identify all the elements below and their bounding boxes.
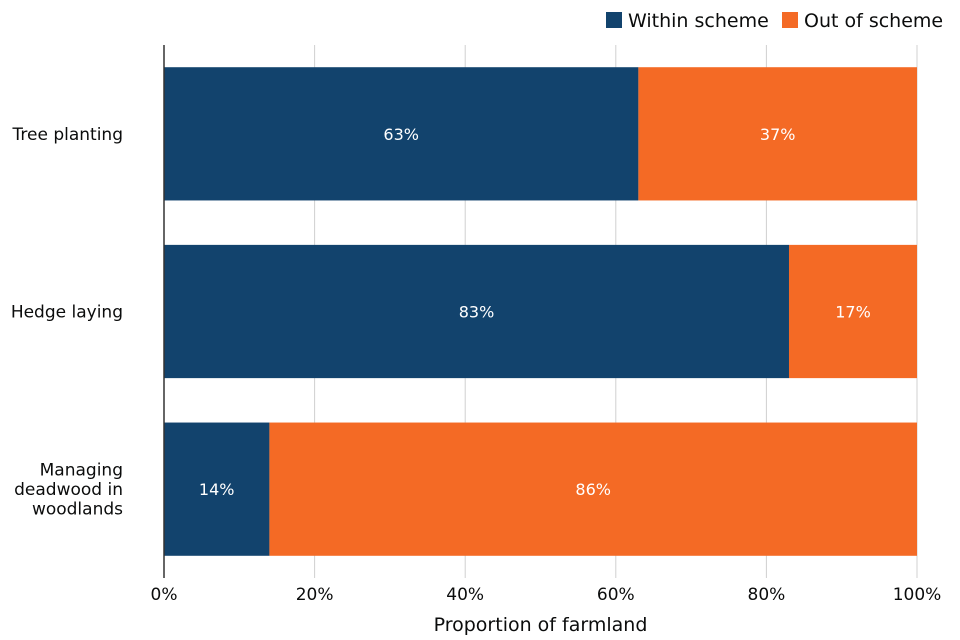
bar-value-label: 37% <box>760 125 796 144</box>
bar-value-label: 17% <box>835 303 871 322</box>
bar-value-label: 83% <box>459 303 495 322</box>
legend: Within scheme Out of scheme <box>606 10 943 32</box>
bar-segment <box>269 422 917 556</box>
x-axis-ticks: 0% 20% 40% 60% 80% 100% <box>151 585 942 605</box>
bar-value-label: 63% <box>383 125 419 144</box>
bars: 63% 37% 83% 17% 14% 86% <box>164 67 917 556</box>
legend-swatch <box>782 12 798 28</box>
category-label: Tree planting <box>12 125 123 145</box>
legend-label: Within scheme <box>628 10 769 32</box>
x-tick-label: 40% <box>446 585 484 605</box>
x-tick-label: 100% <box>893 585 942 605</box>
legend-label: Out of scheme <box>804 10 943 32</box>
bar-segment <box>638 67 917 201</box>
x-tick-label: 80% <box>748 585 786 605</box>
bar-segment <box>164 244 789 379</box>
category-label: Hedge laying <box>11 303 123 323</box>
x-axis-title: Proportion of farmland <box>434 614 648 636</box>
bar-segment <box>164 422 270 556</box>
bar-segment <box>788 244 917 379</box>
x-tick-label: 60% <box>597 585 635 605</box>
x-tick-label: 20% <box>296 585 334 605</box>
legend-swatch <box>606 12 622 28</box>
bar-value-label: 86% <box>575 480 611 499</box>
bar-value-label: 14% <box>199 480 235 499</box>
category-label: Managing deadwood in woodlands <box>14 461 123 520</box>
bar-segment <box>164 67 639 201</box>
x-tick-label: 0% <box>151 585 178 605</box>
category-labels: Tree planting Hedge laying Managing deadwoo… <box>11 125 123 520</box>
